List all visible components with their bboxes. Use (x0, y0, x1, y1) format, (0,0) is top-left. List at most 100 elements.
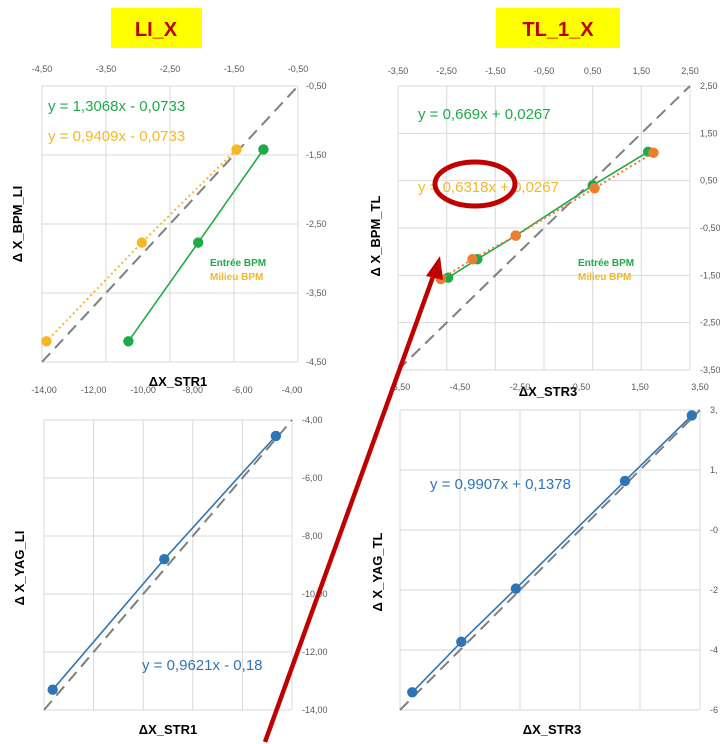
y-tick-label: -1,50 (306, 150, 327, 160)
y-tick-label: -4,50 (306, 357, 327, 367)
y-tick-label: -14,00 (302, 705, 328, 715)
data-point (467, 254, 478, 265)
data-point (123, 336, 134, 347)
x-tick-label: -0,50 (534, 66, 555, 76)
trendline-equation: y = 0,6318x + 0,0267 (418, 179, 559, 196)
x-axis-title: ΔX_STR3 (523, 722, 581, 737)
x-tick-label: 3,50 (691, 382, 709, 392)
x-tick-label: 1,50 (631, 382, 649, 392)
data-point (407, 687, 418, 698)
annotation-arrow-head (426, 256, 443, 280)
x-axis-title: ΔX_STR1 (149, 374, 207, 389)
y-tick-label: -6,00 (302, 473, 323, 483)
trendline-equation: y = 0,669x + 0,0267 (418, 106, 551, 123)
identity-line (397, 85, 691, 371)
data-point (136, 237, 148, 248)
data-point (589, 183, 600, 194)
y-tick-label: -3,50 (700, 365, 720, 375)
y-axis-title: Δ X_YAG_LI (12, 531, 27, 606)
data-point (270, 430, 282, 442)
y-tick-label: -6 (710, 705, 718, 715)
x-tick-label: -1,50 (485, 66, 506, 76)
title-box-right (496, 8, 620, 48)
y-tick-label: -8,00 (302, 531, 323, 541)
trendline-equation: y = 0,9621x - 0,18 (142, 657, 263, 674)
x-tick-label: -10,00 (130, 385, 156, 395)
data-point (231, 144, 242, 155)
x-tick-label: -2,50 (510, 382, 531, 392)
chart-tl-yag: -6,50 -4,50 -2,50 -0,50 1,50 3,50 3, 1, -0 -2 -4 -6… (370, 382, 718, 737)
data-point (159, 554, 170, 565)
x-axis-title: ΔX_STR3 (519, 384, 577, 399)
title-right: TL_1_X (522, 19, 594, 41)
data-point (456, 636, 467, 648)
x-tick-label: -2,50 (436, 66, 457, 76)
series-line-1 (411, 414, 693, 693)
trendline-equation: y = 1,3068x - 0,0733 (48, 98, 185, 115)
x-tick-label: -6,50 (390, 382, 411, 392)
x-tick-label: -0,50 (288, 64, 309, 74)
x-tick-label: -2,50 (160, 64, 181, 74)
data-point (41, 336, 52, 347)
data-point (47, 684, 58, 695)
y-axis-title: Δ X_BPM_TL (368, 196, 383, 277)
data-point (510, 583, 522, 594)
x-tick-label: 1,50 (633, 66, 651, 76)
x-tick-label: -1,50 (224, 64, 245, 74)
data-point (192, 237, 204, 248)
y-tick-label: 0,50 (700, 176, 718, 186)
y-tick-label: 3, (710, 405, 718, 415)
x-tick-label: -4,00 (282, 385, 303, 395)
chart-li-yag: -14,00 -12,00 -10,00 -8,00 -6,00 -4,00 -4,00 -6… (12, 385, 328, 737)
y-tick-label: -2,50 (700, 318, 720, 328)
title-left: LI_X (135, 19, 178, 41)
x-tick-label: -4,50 (450, 382, 471, 392)
x-tick-label: -6,00 (232, 385, 253, 395)
x-tick-label: -12,00 (81, 385, 107, 395)
legend-entry: Entrée BPM (210, 258, 266, 269)
legend-entry: Milieu BPM (210, 272, 263, 283)
y-tick-label: 1,50 (700, 128, 718, 138)
x-tick-label: -8,00 (183, 385, 204, 395)
chart-tl-bpm: -3,50 -2,50 -1,50 -0,50 0,50 1,50 2,502,50 1,50… (368, 66, 720, 399)
identity-line (43, 419, 293, 711)
data-point (686, 410, 698, 421)
legend-entry: Entrée BPM (578, 258, 634, 269)
y-tick-label: -0,50 (700, 223, 720, 233)
y-tick-label: -4,00 (302, 415, 323, 425)
y-axis-title: Δ X_BPM_LI (10, 186, 25, 263)
title-box-left (111, 8, 202, 48)
x-axis-title: ΔX_STR1 (139, 722, 197, 737)
y-tick-label: 2,50 (700, 81, 718, 91)
trendline-equation: y = 0,9409x - 0,0733 (48, 128, 185, 145)
y-tick-label: -1,50 (700, 270, 720, 280)
data-point (648, 147, 659, 158)
annotation-layer (262, 159, 518, 743)
data-point (619, 475, 631, 487)
annotation-arrow-shaft (262, 273, 437, 743)
y-tick-label: -0,50 (306, 81, 327, 91)
x-tick-label: -14,00 (31, 385, 57, 395)
data-point (258, 144, 269, 155)
y-tick-label: -12,00 (302, 647, 328, 657)
x-tick-label: -4,50 (32, 64, 53, 74)
identity-line (399, 409, 701, 711)
y-tick-label: -3,50 (306, 288, 327, 298)
x-tick-label: -3,50 (388, 66, 409, 76)
legend-entry: Milieu BPM (578, 272, 631, 283)
y-tick-label: -0 (710, 525, 718, 535)
x-tick-label: -3,50 (96, 64, 117, 74)
chart-li-bpm: -4,50 -3,50 -2,50 -1,50 -0,50 -0,50 -1,50 -2,50… (10, 64, 327, 389)
y-tick-label: 1, (710, 465, 718, 475)
y-tick-label: -4 (710, 645, 718, 655)
y-axis-title: Δ X_YAG_TL (370, 532, 385, 611)
x-tick-label: -0,50 (570, 382, 591, 392)
y-tick-label: -2 (710, 585, 718, 595)
highlight-ellipse (432, 159, 518, 209)
identity-line (41, 85, 299, 363)
trendline-equation: y = 0,9907x + 0,1378 (430, 476, 571, 493)
y-tick-label: -2,50 (306, 219, 327, 229)
x-tick-label: 0,50 (584, 66, 602, 76)
y-tick-label: -10,00 (302, 589, 328, 599)
